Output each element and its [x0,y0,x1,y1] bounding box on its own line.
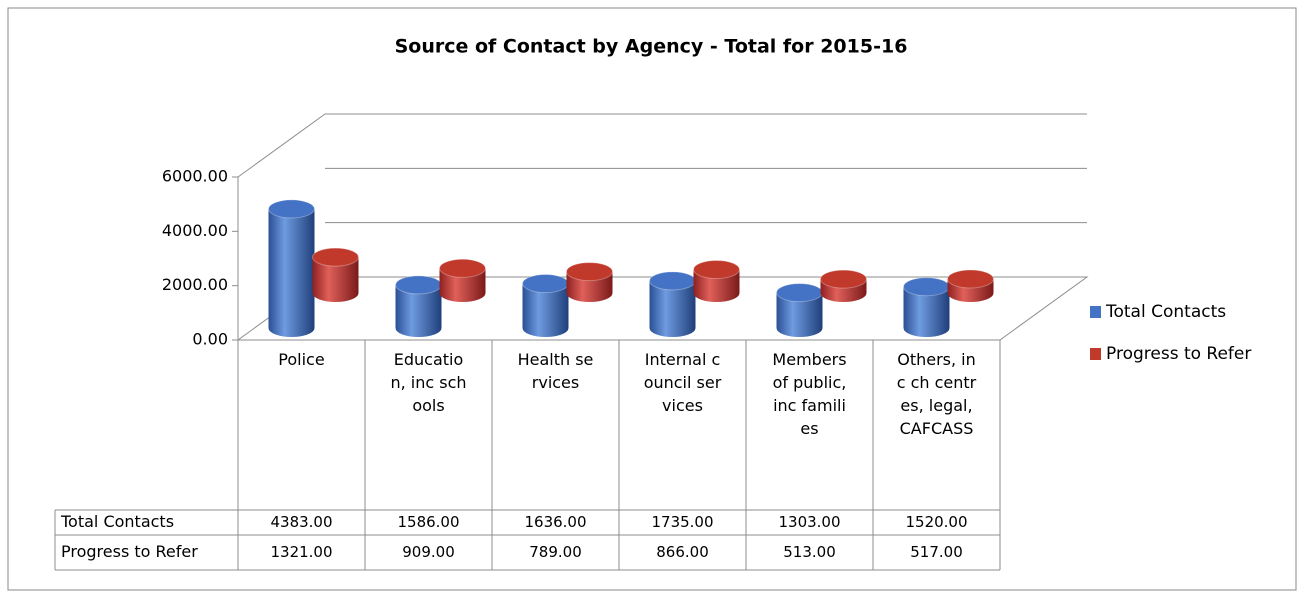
table-cell: 1520.00 [905,513,967,531]
cylinder-top [820,269,867,289]
table-row-label: Progress to Refer [61,542,198,561]
cylinder-top [903,277,950,297]
table-cell: 789.00 [529,543,582,561]
x-tick-label: Internal council services [643,350,722,415]
cylinder-top [693,259,740,279]
table-cell: 866.00 [656,543,709,561]
cylinder-top [776,283,823,303]
cylinder-top [649,271,696,291]
y-tick-label: 6000.00 [162,167,228,186]
x-tick-label: Others, inc ch centres, legal, CAFCASS [896,350,977,438]
table-cell: 1321.00 [270,543,332,561]
chart-title: Source of Contact by Agency - Total for … [395,36,908,58]
cylinder-top [439,258,486,278]
table-row-label: Total Contacts [60,512,174,531]
table-cell: 513.00 [783,543,836,561]
table-cell: 909.00 [402,543,455,561]
cylinder-top [395,275,442,295]
x-tick-label: Police [278,350,325,369]
x-tick-label: Members of public, inc families [772,350,847,438]
wall-edge [237,113,326,178]
table-cell: 1735.00 [651,513,713,531]
x-tick-label: Health services [517,350,594,392]
legend-swatch [1090,306,1101,318]
table-cell: 517.00 [910,543,963,561]
legend-label: Total Contacts [1105,302,1226,322]
legend-label: Progress to Refer [1106,344,1251,364]
x-tick-label: Education, inc schools [390,350,467,415]
table-cell: 1303.00 [778,513,840,531]
cylinder-top [947,269,994,289]
table-cell: 1586.00 [397,513,459,531]
cylinder-top [566,262,613,282]
cylinder-top [312,247,359,267]
y-tick-label: 4000.00 [162,221,228,240]
legend-swatch [1090,348,1101,360]
table-cell: 4383.00 [270,513,332,531]
bar [268,208,315,328]
table-cell: 1636.00 [524,513,586,531]
y-tick-label: 0.00 [192,330,228,349]
cylinder-top [268,199,315,219]
cylinder-top [522,274,569,294]
y-tick-label: 2000.00 [162,275,228,294]
